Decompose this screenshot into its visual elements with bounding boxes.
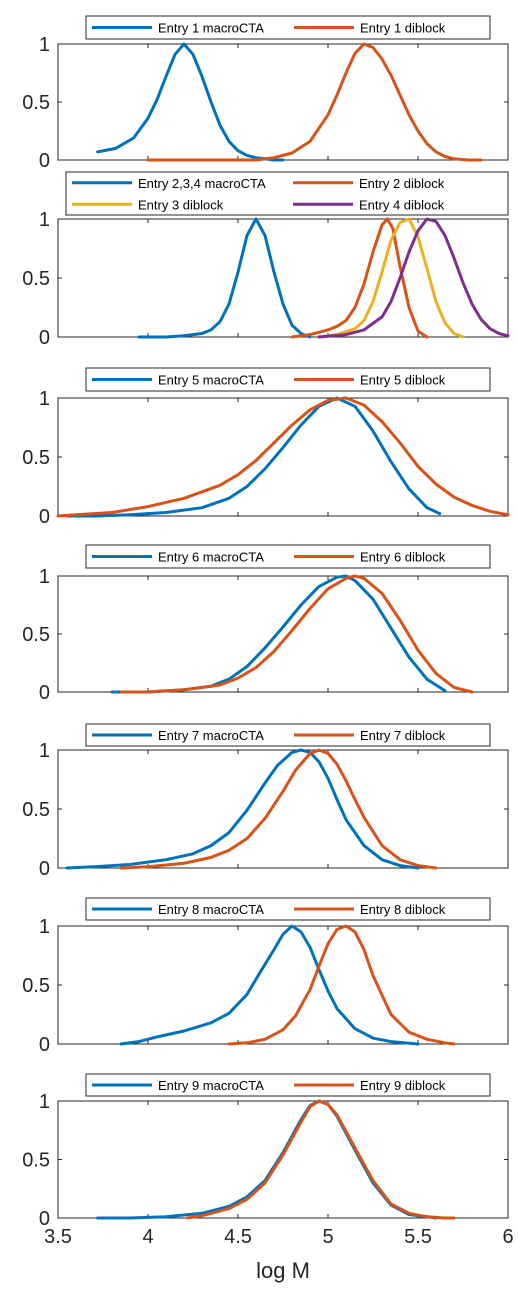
series-line-blue [110, 574, 447, 694]
series-line-orange [146, 42, 483, 162]
legend-box [85, 544, 491, 569]
legend-label: Entry 9 macroCTA [158, 1078, 264, 1093]
y-tick-label: 0.5 [22, 92, 50, 114]
panel-5: 0 0.5 1 Entry 7 macroCTA Entry 7 diblock [22, 723, 509, 880]
legend-label: Entry 1 macroCTA [158, 21, 264, 36]
y-tick-label: 0.5 [22, 799, 50, 821]
legend-label: Entry 1 diblock [360, 21, 446, 36]
series-line-purple [317, 217, 510, 339]
legend-label: Entry 6 macroCTA [158, 550, 264, 565]
legend-box [85, 1073, 491, 1097]
series-line-yellow [317, 217, 465, 339]
legend-box [85, 367, 491, 392]
y-tick-label: 0 [39, 506, 50, 528]
legend-label: Entry 2 diblock [359, 176, 445, 191]
y-tick-label: 1 [39, 1091, 50, 1113]
series-line-orange [56, 396, 510, 518]
x-tick-label: 4.5 [224, 1226, 252, 1248]
axes-box [57, 1100, 509, 1219]
series-line-orange [290, 217, 429, 339]
series-line-blue [65, 396, 442, 518]
series-line-blue [96, 42, 285, 162]
panel-1: 0 0.5 1 Entry 1 macroCTA Entry 1 diblock [22, 15, 509, 172]
series-line-orange [119, 748, 438, 870]
y-tick-label: 0.5 [22, 447, 50, 469]
y-tick-label: 0 [39, 682, 50, 704]
y-tick-label: 1 [39, 388, 50, 410]
panel-4: 0 0.5 1 Entry 6 macroCTA Entry 6 diblock [22, 544, 509, 704]
legend-label: Entry 5 macroCTA [158, 373, 264, 388]
axes-box [57, 925, 509, 1045]
legend-label: Entry 4 diblock [359, 197, 445, 212]
series-line-orange [227, 924, 456, 1046]
panel-3: 0 0.5 1 Entry 5 macroCTA Entry 5 diblock [22, 367, 510, 528]
panel-6: 0 0.5 1 Entry 8 macroCTA Entry 8 diblock [22, 897, 509, 1056]
legend-label: Entry 8 diblock [360, 902, 446, 917]
legend-box [65, 171, 509, 216]
series-line-blue [65, 748, 420, 870]
series-line-blue [96, 1099, 438, 1220]
x-tick-label: 4 [142, 1226, 153, 1248]
y-tick-label: 0 [39, 858, 50, 880]
y-tick-label: 0.5 [22, 1150, 50, 1172]
legend-label: Entry 2,3,4 macroCTA [138, 176, 266, 191]
legend-label: Entry 3 diblock [138, 197, 224, 212]
series-line-orange [186, 1099, 456, 1220]
legend-box [85, 15, 491, 40]
y-tick-label: 0.5 [22, 975, 50, 997]
series-line-orange [119, 574, 474, 694]
axes-box [57, 218, 509, 338]
series-line-blue [137, 217, 312, 339]
panel-2: 0 0.5 1 Entry 2,3,4 macroCTA Entry 2 diblock… [22, 171, 510, 349]
legend-label: Entry 7 macroCTA [158, 728, 264, 743]
legend-label: Entry 8 macroCTA [158, 902, 264, 917]
y-tick-label: 1 [39, 34, 50, 56]
axes-box [57, 397, 509, 517]
y-tick-label: 0 [39, 327, 50, 349]
y-tick-label: 0 [39, 1208, 50, 1230]
y-tick-label: 1 [39, 566, 50, 588]
legend-box [85, 897, 491, 921]
legend-label: Entry 9 diblock [360, 1078, 446, 1093]
legend-label: Entry 7 diblock [360, 728, 446, 743]
x-tick-label: 6 [502, 1226, 513, 1248]
y-tick-label: 0 [39, 1034, 50, 1056]
axes-box [57, 749, 509, 869]
y-tick-label: 0 [39, 150, 50, 172]
x-axis-label: log M [256, 1258, 310, 1283]
legend-label: Entry 5 diblock [360, 373, 446, 388]
x-tick-label: 5.5 [404, 1226, 432, 1248]
y-tick-label: 0.5 [22, 624, 50, 646]
axes-box [57, 575, 509, 693]
y-tick-label: 1 [39, 916, 50, 938]
series-line-blue [119, 924, 420, 1046]
x-tick-label: 5 [322, 1226, 333, 1248]
y-tick-label: 0.5 [22, 268, 50, 290]
y-tick-label: 1 [39, 740, 50, 762]
y-tick-label: 1 [39, 209, 50, 231]
legend-label: Entry 6 diblock [360, 550, 446, 565]
panel-7: 0 0.5 1 Entry 9 macroCTA Entry 9 diblock [22, 1073, 509, 1230]
x-tick-label: 3.5 [44, 1226, 72, 1248]
legend-box [85, 723, 491, 747]
